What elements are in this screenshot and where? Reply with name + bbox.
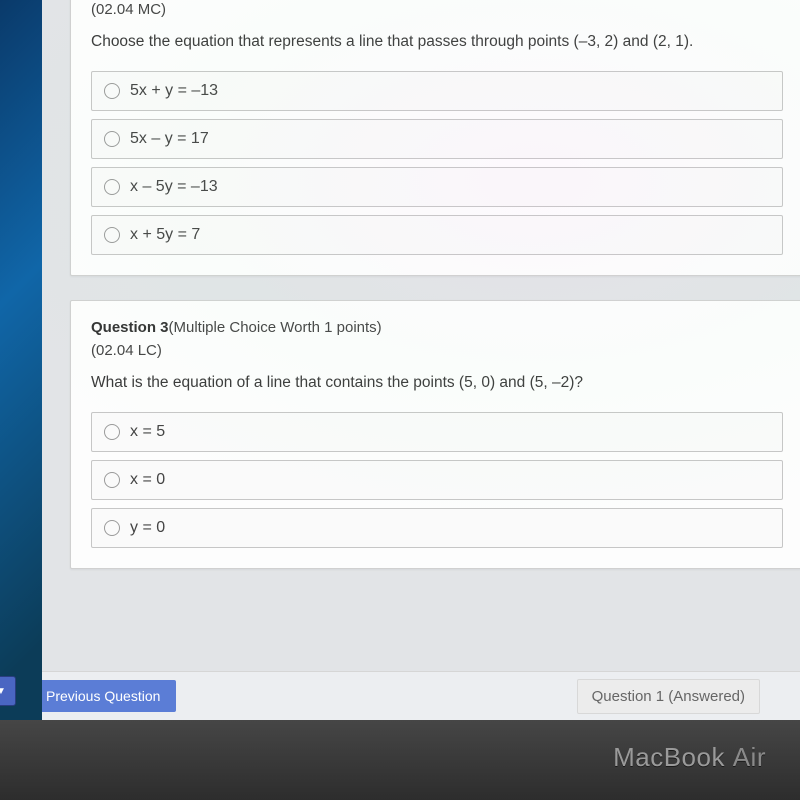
- option-label: 5x + y = –13: [130, 82, 218, 100]
- radio-icon: [104, 520, 120, 536]
- option-row[interactable]: x – 5y = –13: [91, 167, 783, 207]
- option-row[interactable]: y = 0: [91, 508, 783, 548]
- question-code: (02.04 LC): [91, 342, 783, 359]
- question-header: Question 3(Multiple Choice Worth 1 point…: [91, 319, 783, 336]
- question-meta: (Multiple Choice Worth 1 points): [169, 319, 382, 336]
- options-list: x = 5 x = 0 y = 0: [91, 412, 783, 548]
- option-label: x + 5y = 7: [130, 226, 200, 244]
- question-prompt: What is the equation of a line that cont…: [91, 373, 783, 394]
- radio-icon: [104, 227, 120, 243]
- device-variant: Air: [733, 742, 766, 772]
- radio-icon: [104, 83, 120, 99]
- question-prompt: Choose the equation that represents a li…: [91, 32, 783, 53]
- device-name: MacBook: [613, 742, 725, 772]
- option-row[interactable]: 5x + y = –13: [91, 71, 783, 111]
- radio-icon: [104, 179, 120, 195]
- option-label: x – 5y = –13: [130, 178, 218, 196]
- question-number: Question 3: [91, 319, 169, 336]
- option-label: 5x – y = 17: [130, 130, 209, 148]
- quiz-screen: (Multiple Choice Worth 1 points) (02.04 …: [42, 0, 800, 720]
- radio-icon: [104, 131, 120, 147]
- device-label: MacBook Air: [613, 742, 766, 773]
- option-row[interactable]: x + 5y = 7: [91, 215, 783, 255]
- option-row[interactable]: x = 5: [91, 412, 783, 452]
- question-card: (Multiple Choice Worth 1 points) (02.04 …: [70, 0, 800, 276]
- radio-icon: [104, 472, 120, 488]
- previous-question-button[interactable]: Previous Question: [42, 680, 176, 712]
- options-list: 5x + y = –13 5x – y = 17 x – 5y = –13 x …: [91, 71, 783, 255]
- question-code: (02.04 MC): [91, 1, 783, 18]
- chevron-down-icon: ▼: [0, 686, 6, 697]
- option-label: y = 0: [130, 519, 165, 537]
- option-label: x = 0: [130, 471, 165, 489]
- option-label: x = 5: [130, 423, 165, 441]
- question-card: Question 3(Multiple Choice Worth 1 point…: [70, 300, 800, 569]
- photo-frame: ▼ (Multiple Choice Worth 1 points) (02.0…: [0, 0, 800, 800]
- nav-bar: Previous Question Question 1 (Answered): [42, 671, 800, 720]
- option-row[interactable]: x = 0: [91, 460, 783, 500]
- option-row[interactable]: 5x – y = 17: [91, 119, 783, 159]
- window-menu-dropdown[interactable]: ▼: [0, 676, 16, 706]
- desktop-stripe: ▼: [0, 0, 42, 720]
- radio-icon: [104, 424, 120, 440]
- question-status-chip[interactable]: Question 1 (Answered): [577, 679, 760, 714]
